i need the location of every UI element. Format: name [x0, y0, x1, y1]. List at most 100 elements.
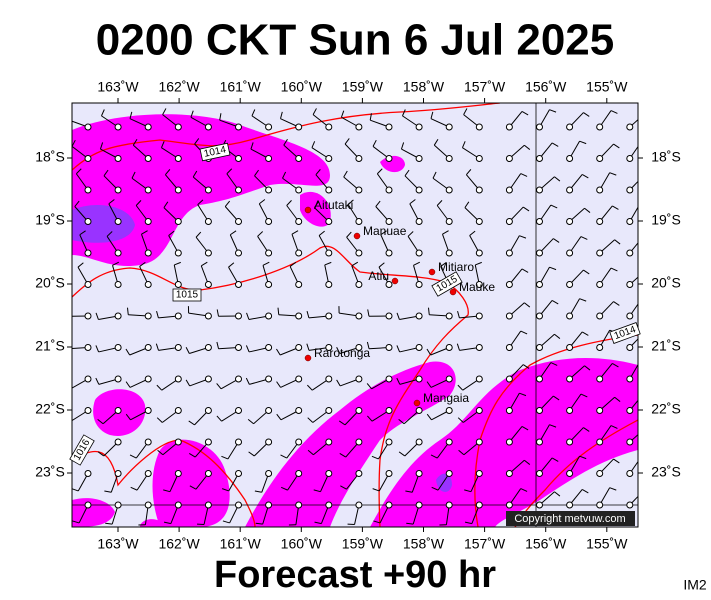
barb-feather: [461, 141, 466, 148]
barb-feather: [101, 109, 105, 117]
barb-feather: [554, 491, 561, 497]
barb-feather: [464, 201, 470, 208]
barb-feather: [398, 451, 406, 457]
isobar-label-text: 1014: [203, 144, 227, 159]
barb-feather: [104, 490, 112, 493]
station: [596, 155, 604, 162]
station: [84, 312, 92, 320]
barb-feather: [522, 364, 530, 369]
longitude-label: 159˚W: [342, 79, 384, 95]
place-label: Atiu: [368, 269, 389, 283]
station: [235, 312, 242, 320]
barb-feather: [456, 343, 460, 351]
station: [596, 344, 604, 351]
forecast-label: Forecast +90 hr: [214, 554, 496, 596]
barb-feather: [614, 396, 621, 402]
station: [536, 501, 543, 509]
barb-feather: [432, 171, 437, 179]
station: [415, 155, 423, 162]
barb-feather: [95, 377, 100, 385]
barb-feather: [645, 114, 650, 118]
station: [566, 123, 574, 131]
barb-feather: [372, 139, 377, 147]
station: [566, 155, 574, 162]
barb-feather: [375, 200, 381, 207]
station: [295, 123, 303, 131]
station: [84, 123, 92, 131]
station: [114, 281, 122, 288]
barb-feather: [347, 199, 354, 205]
barb-feather: [430, 454, 438, 459]
station: [385, 249, 393, 257]
barb-feather: [262, 261, 270, 266]
station: [84, 470, 92, 477]
station: [325, 218, 333, 225]
barb-feather: [644, 176, 650, 180]
station: [596, 407, 604, 414]
barb-feather: [340, 110, 345, 118]
barb-feather: [610, 110, 618, 114]
barb-feather: [280, 111, 283, 119]
station: [355, 375, 363, 383]
barb-feather: [400, 142, 405, 150]
longitude-label: 157˚W: [464, 79, 506, 95]
barb-feather: [131, 171, 136, 179]
barb-feather: [306, 343, 310, 351]
barb-feather: [521, 111, 529, 116]
station: [355, 344, 363, 351]
barb-feather: [613, 143, 620, 149]
barb-feather: [129, 454, 137, 459]
station: [536, 312, 543, 320]
barb-feather: [426, 381, 432, 388]
station: [265, 407, 273, 414]
station: [325, 312, 333, 320]
barb-feather: [346, 231, 352, 238]
barb-feather: [72, 139, 76, 147]
station: [536, 470, 543, 477]
station: [505, 218, 513, 225]
station: [415, 438, 423, 446]
latitude-label: 20˚S: [651, 275, 681, 291]
station: [415, 281, 423, 288]
island: [353, 232, 361, 240]
station: [265, 470, 273, 477]
station: [265, 312, 273, 320]
barb-feather: [458, 449, 465, 456]
station: [114, 312, 122, 320]
station: [415, 470, 423, 477]
barb-feather: [343, 170, 348, 178]
barb-feather: [188, 420, 195, 426]
barb-feather: [436, 200, 443, 206]
station: [475, 123, 483, 131]
longitude-label: 161˚W: [220, 536, 262, 552]
station: [174, 375, 182, 383]
station: [505, 344, 513, 351]
latitude-label: 18˚S: [651, 149, 681, 165]
barb-feather: [641, 142, 647, 145]
station: [475, 218, 483, 225]
station: [566, 312, 574, 320]
barb-feather: [522, 206, 530, 212]
barb-feather: [581, 489, 589, 494]
barb-feather: [221, 488, 229, 492]
island: [428, 268, 436, 276]
barb-feather: [254, 169, 259, 177]
barb-feather: [614, 239, 621, 245]
barb-feather: [125, 381, 131, 388]
barb-feather: [188, 452, 196, 458]
station: [325, 501, 333, 509]
station: [355, 312, 363, 320]
station: [596, 186, 604, 194]
barb-feather: [369, 113, 372, 121]
barb-feather: [66, 383, 70, 388]
station: [235, 501, 242, 509]
barb-feather: [549, 266, 557, 271]
barb-feather: [344, 138, 350, 145]
barb-feather: [257, 231, 264, 237]
barb-feather: [580, 236, 588, 240]
station: [114, 155, 122, 162]
barb-feather: [642, 237, 648, 240]
station: [265, 344, 273, 351]
